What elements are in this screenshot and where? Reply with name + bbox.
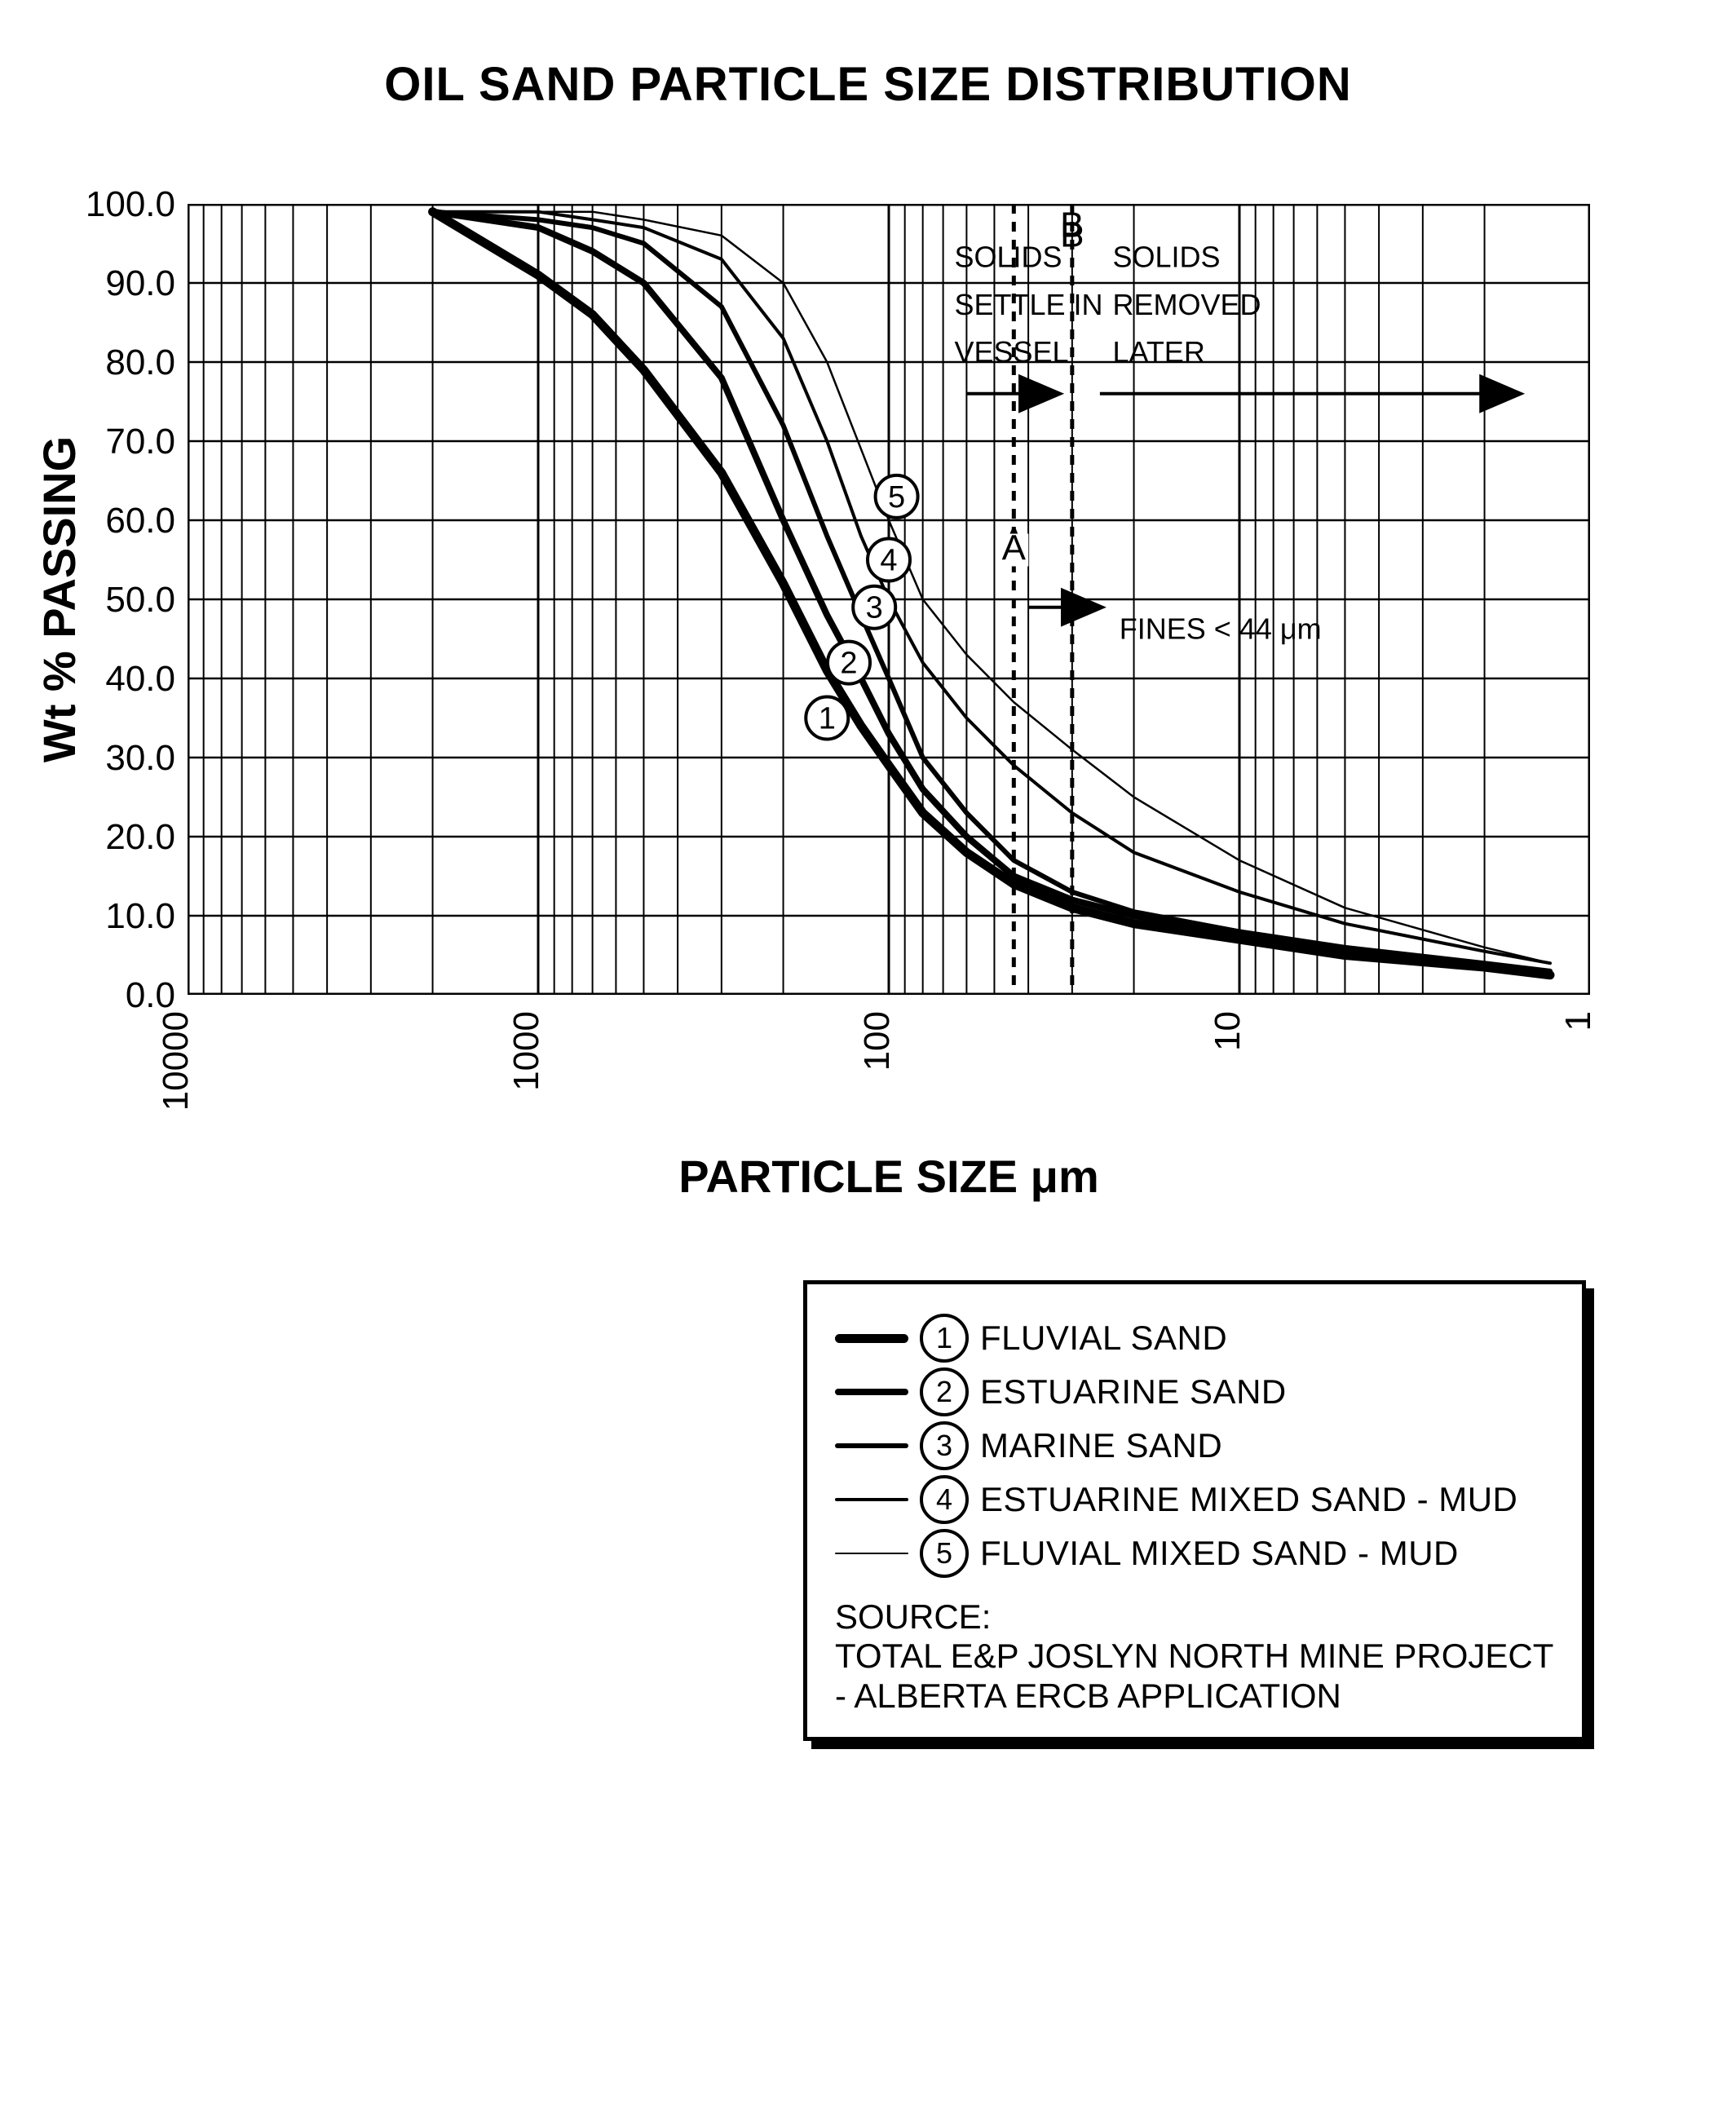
legend-label: FLUVIAL SAND — [980, 1319, 1227, 1358]
page: OIL SAND PARTICLE SIZE DISTRIBUTION Wt %… — [0, 0, 1736, 2103]
legend-number-icon: 5 — [920, 1529, 969, 1578]
legend-item-1: 1 FLUVIAL SAND — [835, 1314, 1554, 1363]
y-tick-label: 50.0 — [65, 580, 175, 621]
legend-swatch — [835, 1443, 908, 1448]
legend-label: FLUVIAL MIXED SAND - MUD — [980, 1534, 1459, 1573]
annotation: SOLIDS — [954, 241, 1062, 274]
y-tick-label: 90.0 — [65, 263, 175, 304]
chart-title: OIL SAND PARTICLE SIZE DISTRIBUTION — [0, 57, 1736, 112]
legend-number-icon: 2 — [920, 1367, 969, 1416]
svg-text:1: 1 — [819, 702, 836, 736]
x-tick-label: 1000 — [506, 1011, 546, 1091]
y-tick-label: 0.0 — [65, 975, 175, 1016]
annotation: LATER — [1112, 335, 1204, 369]
svg-text:A: A — [1002, 528, 1027, 568]
y-tick-label: 20.0 — [65, 817, 175, 858]
svg-text:3: 3 — [866, 591, 883, 625]
y-tick-label: 40.0 — [65, 659, 175, 700]
legend-label: ESTUARINE MIXED SAND - MUD — [980, 1480, 1517, 1519]
legend-label: ESTUARINE SAND — [980, 1372, 1287, 1412]
y-tick-label: 100.0 — [65, 184, 175, 225]
legend-item-5: 5 FLUVIAL MIXED SAND - MUD — [835, 1529, 1554, 1578]
x-tick-label: 10 — [1208, 1011, 1248, 1051]
svg-text:B: B — [1060, 215, 1084, 255]
annotation: SOLIDS — [1112, 241, 1220, 274]
plot-area: A B 123 4 5 SOLIDS SETTLE IN VESSEL SOLIDS REMO… — [188, 204, 1590, 995]
legend-item-2: 2 ESTUARINE SAND — [835, 1367, 1554, 1416]
svg-text:2: 2 — [840, 647, 857, 681]
legend-item-3: 3 MARINE SAND — [835, 1421, 1554, 1470]
legend: 1 FLUVIAL SAND 2 ESTUARINE SAND 3 MARINE SAND… — [803, 1280, 1586, 1741]
legend-item-4: 4 ESTUARINE MIXED SAND - MUD — [835, 1475, 1554, 1524]
legend-swatch — [835, 1334, 908, 1343]
legend-swatch — [835, 1498, 908, 1501]
legend-label: MARINE SAND — [980, 1426, 1222, 1465]
svg-text:5: 5 — [888, 480, 905, 515]
legend-swatch — [835, 1389, 908, 1395]
legend-number-icon: 1 — [920, 1314, 969, 1363]
x-tick-label: 1 — [1558, 1011, 1598, 1031]
legend-number-icon: 4 — [920, 1475, 969, 1524]
annotation: REMOVED — [1112, 288, 1261, 321]
annotation: SETTLE IN — [954, 288, 1102, 321]
legend-swatch — [835, 1553, 908, 1555]
annotation: VESSEL — [954, 335, 1068, 369]
legend-source: SOURCE:TOTAL E&P JOSLYN NORTH MINE PROJE… — [835, 1597, 1554, 1716]
x-axis-label: PARTICLE SIZE μm — [188, 1150, 1590, 1203]
y-tick-label: 10.0 — [65, 896, 175, 937]
x-tick-label: 10000 — [156, 1011, 196, 1111]
x-tick-label: 100 — [857, 1011, 897, 1071]
svg-text:4: 4 — [880, 544, 897, 578]
y-tick-label: 30.0 — [65, 738, 175, 779]
y-tick-label: 80.0 — [65, 342, 175, 383]
x-tick-labels: 10000 1000 100 10 1 — [0, 995, 1736, 1158]
y-tick-label: 70.0 — [65, 422, 175, 462]
y-tick-label: 60.0 — [65, 501, 175, 541]
annotation: FINES < 44 μm — [1120, 612, 1322, 646]
legend-number-icon: 3 — [920, 1421, 969, 1470]
